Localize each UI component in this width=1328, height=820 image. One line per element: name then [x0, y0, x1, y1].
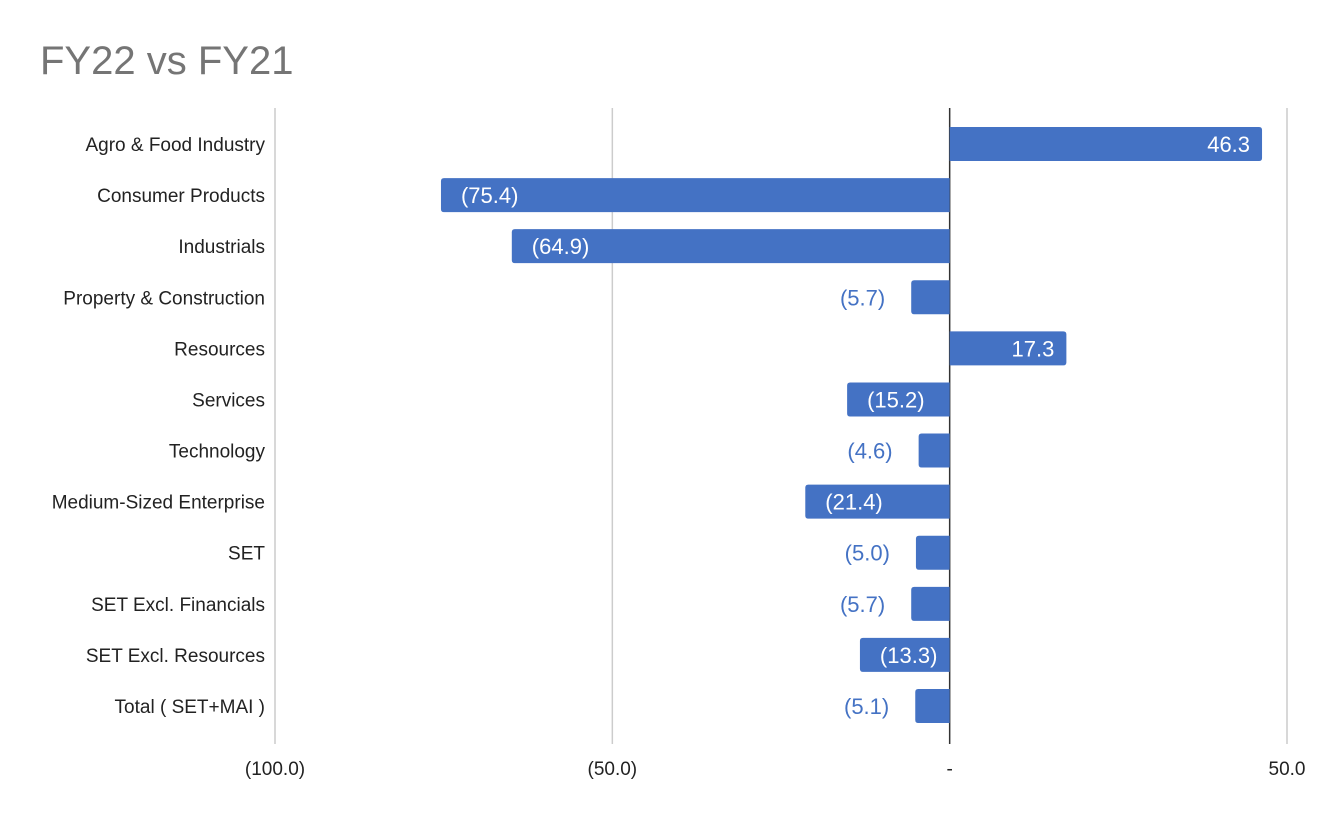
bar [511, 229, 950, 264]
category-label: Technology [169, 442, 266, 463]
bar [915, 689, 950, 723]
data-label: (64.9) [532, 234, 589, 259]
x-tick-label: - [947, 759, 953, 780]
chart-title: FY22 vs FY21 [40, 39, 293, 83]
bar [440, 178, 950, 213]
x-tick-label: 50.0 [1269, 759, 1306, 780]
category-label: SET [228, 544, 265, 565]
bar [949, 127, 1263, 161]
data-label: (75.4) [461, 183, 518, 208]
bar [949, 331, 1067, 366]
category-label: Property & Construction [63, 288, 265, 309]
category-label: Consumer Products [97, 186, 265, 207]
data-label: (13.3) [880, 643, 937, 668]
data-label: (15.2) [867, 387, 924, 412]
category-label: Services [192, 390, 265, 411]
category-label: SET Excl. Financials [91, 595, 265, 616]
x-tick-label: (50.0) [588, 759, 638, 780]
category-label: Industrials [178, 237, 265, 258]
data-label: (4.6) [847, 439, 892, 464]
category-label: Resources [174, 339, 265, 360]
category-label: Medium-Sized Enterprise [52, 493, 265, 514]
data-label: (21.4) [825, 490, 882, 515]
bar [911, 280, 950, 315]
category-label: Total ( SET+MAI ) [115, 697, 265, 718]
bar [805, 484, 950, 519]
data-label: 46.3 [1207, 132, 1250, 157]
bar [859, 637, 950, 672]
data-label: (5.7) [840, 285, 885, 310]
x-tick-label: (100.0) [245, 759, 305, 780]
bar [918, 433, 950, 468]
bar [847, 382, 950, 417]
data-label: (5.0) [845, 541, 890, 566]
data-label: 17.3 [1012, 336, 1055, 361]
category-label: Agro & Food Industry [85, 135, 265, 156]
data-label: (5.7) [840, 592, 885, 617]
bar [915, 535, 950, 570]
category-label: SET Excl. Resources [86, 646, 265, 667]
data-label: (5.1) [844, 694, 889, 719]
bar [911, 586, 950, 621]
